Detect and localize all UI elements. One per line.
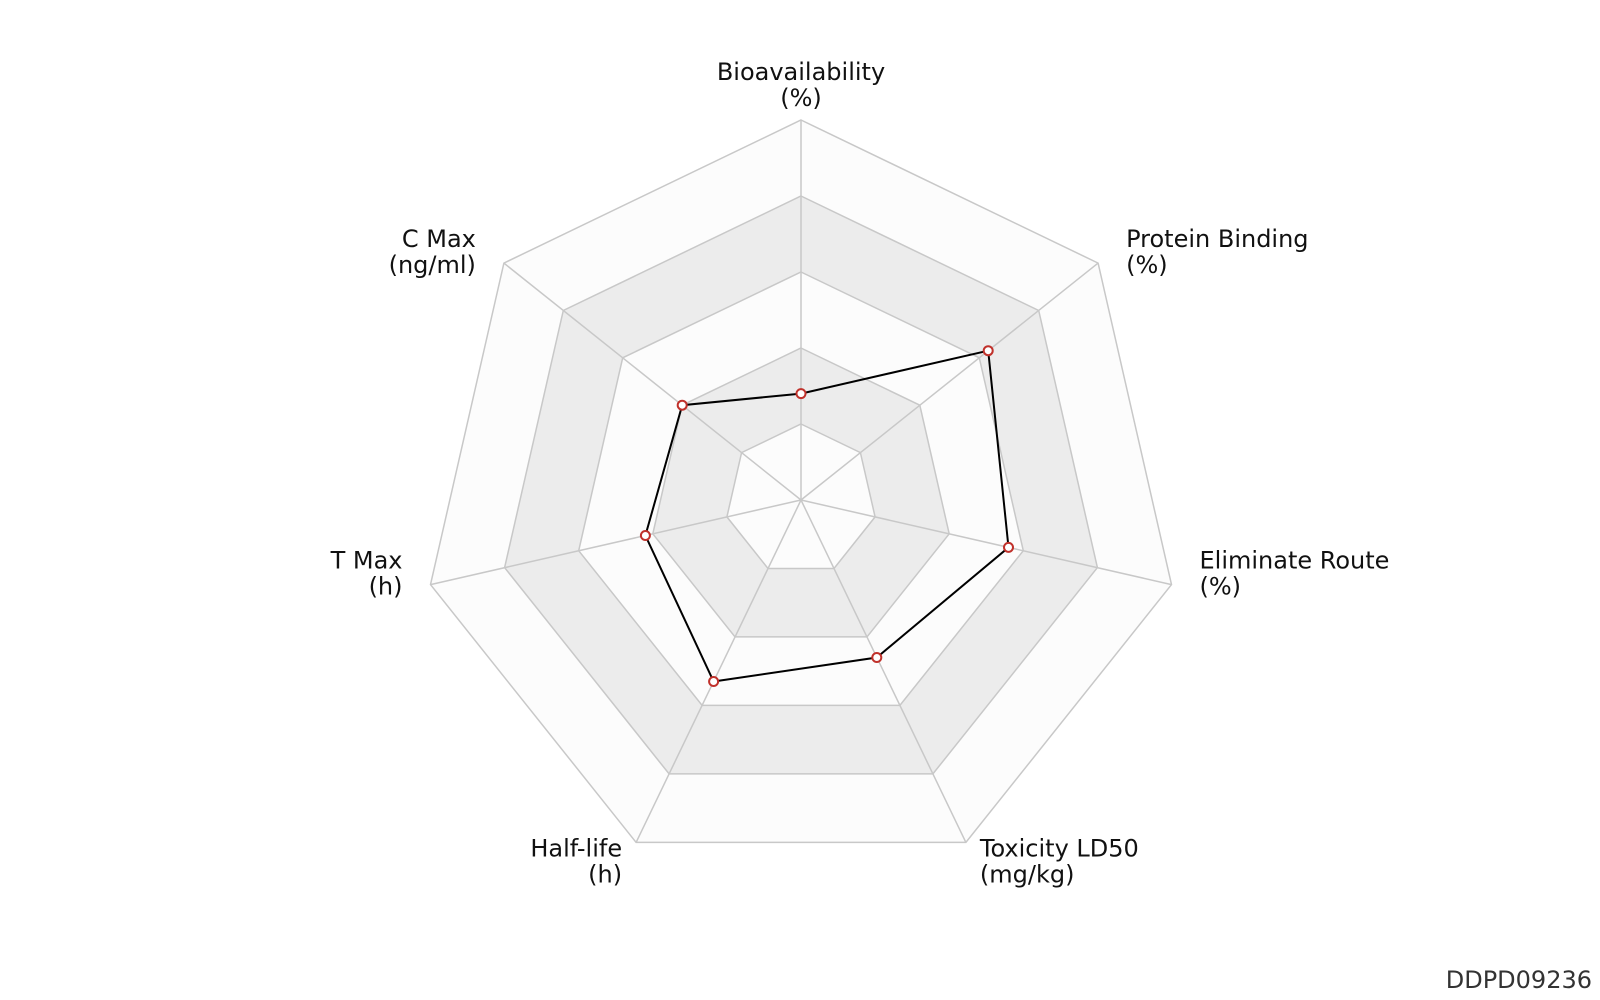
axis-label-unit: (%) bbox=[1200, 573, 1242, 601]
data-point-7 bbox=[676, 399, 688, 411]
axis-label-unit: (h) bbox=[588, 860, 622, 888]
axis-label-name: T Max bbox=[330, 547, 403, 575]
axis-label-4: Toxicity LD50 (mg/kg) bbox=[979, 834, 1139, 888]
radar-spoke-6 bbox=[430, 499, 802, 586]
axis-label-3: Eliminate Route (%) bbox=[1200, 547, 1390, 601]
axis-label-6: T Max (h) bbox=[330, 547, 403, 601]
data-point-5 bbox=[708, 676, 720, 687]
radar-spoke-5 bbox=[635, 499, 802, 843]
radar-spoke-7 bbox=[503, 262, 802, 501]
axis-label-7: C Max (ng/ml) bbox=[389, 225, 476, 279]
radar-series bbox=[639, 345, 1014, 687]
axis-label-unit: (%) bbox=[1126, 251, 1168, 279]
radar-spoke-2 bbox=[800, 262, 1099, 501]
data-point-4 bbox=[871, 652, 883, 663]
axis-labels: Bioavailability (%)Protein Binding (%)Elim… bbox=[330, 58, 1390, 888]
axis-label-2: Protein Binding (%) bbox=[1126, 225, 1308, 279]
series-line bbox=[644, 349, 1010, 683]
axis-label-name: Half-life bbox=[530, 834, 622, 862]
axis-label-name: C Max bbox=[402, 225, 476, 253]
axis-label-name: Toxicity LD50 bbox=[979, 834, 1139, 862]
data-point-2 bbox=[982, 345, 994, 357]
chart-id-label: DDPD09236 bbox=[1445, 966, 1592, 994]
radar-spokes bbox=[430, 120, 1172, 843]
axis-label-5: Half-life (h) bbox=[530, 834, 622, 888]
axis-label-name: Protein Binding bbox=[1126, 225, 1308, 253]
axis-label-unit: (mg/kg) bbox=[980, 860, 1075, 888]
data-point-1 bbox=[795, 388, 807, 400]
axis-label-name: Bioavailability bbox=[717, 58, 885, 86]
axis-label-unit: (h) bbox=[369, 573, 403, 601]
radar-spoke-3 bbox=[800, 499, 1172, 586]
axis-label-unit: (%) bbox=[780, 84, 822, 112]
data-point-6 bbox=[639, 530, 651, 541]
axis-label-1: Bioavailability (%) bbox=[717, 58, 885, 112]
axis-label-name: Eliminate Route bbox=[1200, 547, 1390, 575]
radar-spoke-4 bbox=[800, 499, 967, 843]
data-point-3 bbox=[1003, 541, 1014, 553]
axis-label-unit: (ng/ml) bbox=[389, 251, 476, 279]
